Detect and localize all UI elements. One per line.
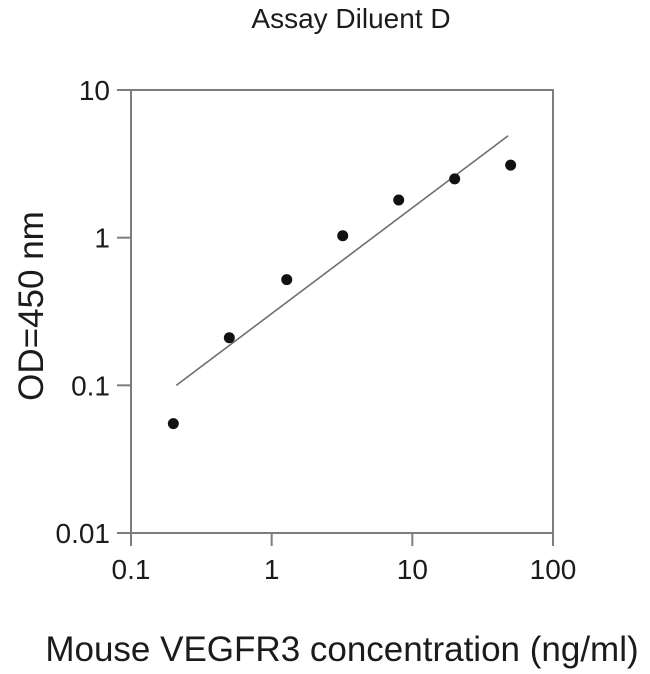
plot-frame (130, 89, 554, 534)
x-tick-label: 100 (530, 554, 577, 585)
x-axis-label: Mouse VEGFR3 concentration (ng/ml) (45, 630, 639, 669)
y-tick-label: 10 (79, 75, 110, 106)
data-point (281, 274, 293, 286)
y-axis-label: OD=450 nm (12, 211, 51, 401)
y-tick-label: 1 (94, 223, 110, 254)
data-point (449, 173, 461, 185)
y-tick-label: 0.1 (71, 370, 110, 401)
data-point (337, 230, 349, 242)
chart-title: Assay Diluent D (251, 3, 451, 34)
x-tick-label: 1 (264, 554, 280, 585)
data-point (505, 159, 517, 171)
y-tick-label: 0.01 (56, 518, 111, 549)
x-tick-label: 0.1 (112, 554, 151, 585)
data-point (393, 194, 405, 206)
data-point (167, 418, 179, 430)
fit-line (175, 135, 509, 386)
data-point (223, 332, 235, 344)
x-tick-label: 10 (397, 554, 428, 585)
